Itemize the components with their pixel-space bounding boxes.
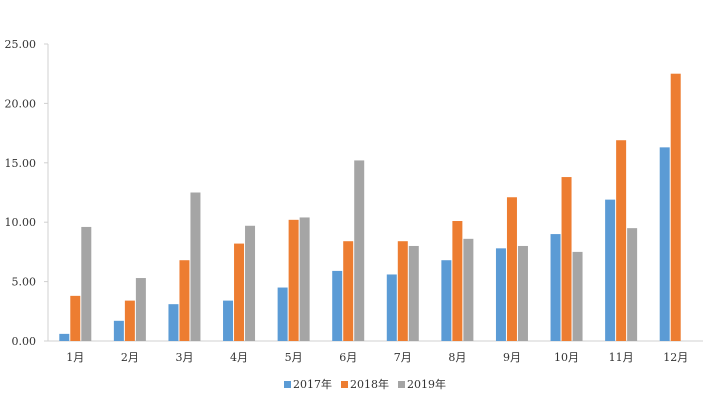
y-tick-label: 10.00 <box>5 216 37 229</box>
bar-2019年-5月 <box>299 217 310 341</box>
x-tick-label: 10月 <box>554 351 579 364</box>
bar-2018年-10月 <box>561 177 572 341</box>
bar-2018年-6月 <box>343 241 354 341</box>
bar-2017年-11月 <box>605 199 616 341</box>
bar-2019年-8月 <box>463 238 474 341</box>
bar-2017年-7月 <box>386 274 397 341</box>
bar-2017年-6月 <box>332 270 343 341</box>
y-tick-label: 5.00 <box>12 276 37 289</box>
bar-2017年-5月 <box>277 287 288 341</box>
x-tick-label: 7月 <box>394 351 412 364</box>
bars-group <box>59 73 681 341</box>
bar-2017年-9月 <box>495 248 506 341</box>
bar-2018年-9月 <box>506 197 517 341</box>
bar-2019年-6月 <box>354 160 365 341</box>
x-tick-label: 8月 <box>448 351 466 364</box>
bar-2017年-2月 <box>113 320 124 341</box>
bar-2018年-2月 <box>124 300 135 341</box>
bar-2019年-3月 <box>190 192 201 341</box>
bar-2017年-12月 <box>659 147 670 341</box>
x-tick-label: 9月 <box>503 351 521 364</box>
bar-2018年-4月 <box>234 243 245 341</box>
bar-2017年-8月 <box>441 260 452 341</box>
x-axis-labels: 1月 2月 3月 4月 5月 6月 7月 8月 9月 10月 11月 12月 <box>66 351 688 364</box>
y-tick-label: 20.00 <box>5 97 37 110</box>
bar-2017年-10月 <box>550 234 561 341</box>
bar-2019年-4月 <box>245 225 256 341</box>
y-axis-ticks: 0.00 5.00 10.00 15.00 20.00 25.00 <box>5 38 48 348</box>
bar-2019年-10月 <box>572 251 583 341</box>
legend-swatch <box>284 381 291 388</box>
bar-2018年-12月 <box>670 73 681 341</box>
bar-2017年-4月 <box>223 300 234 341</box>
bar-2017年-1月 <box>59 333 70 341</box>
bar-2018年-1月 <box>70 295 81 341</box>
bar-2017年-3月 <box>168 304 179 341</box>
bar-2019年-7月 <box>408 245 419 341</box>
bar-2019年-9月 <box>517 245 528 341</box>
legend-swatch <box>398 381 405 388</box>
x-tick-label: 2月 <box>121 351 139 364</box>
bar-2018年-8月 <box>452 221 463 341</box>
x-tick-label: 12月 <box>663 351 688 364</box>
legend-label: 2019年 <box>407 377 446 391</box>
x-tick-label: 6月 <box>339 351 357 364</box>
x-tick-label: 1月 <box>66 351 84 364</box>
bar-2018年-3月 <box>179 260 190 341</box>
legend-label: 2018年 <box>350 377 389 391</box>
legend-swatch <box>341 381 348 388</box>
x-tick-label: 4月 <box>230 351 248 364</box>
bar-2018年-7月 <box>397 241 408 341</box>
bar-2019年-11月 <box>627 228 638 341</box>
y-tick-label: 0.00 <box>12 335 37 348</box>
legend: 2017年 2018年 2019年 <box>284 377 446 391</box>
x-tick-label: 11月 <box>609 351 634 364</box>
y-tick-label: 15.00 <box>5 157 37 170</box>
bar-2019年-2月 <box>135 278 146 341</box>
x-tick-label: 3月 <box>175 351 193 364</box>
y-tick-label: 25.00 <box>5 38 37 51</box>
bar-2018年-5月 <box>288 219 299 341</box>
bar-2019年-1月 <box>81 226 92 341</box>
legend-label: 2017年 <box>293 377 332 391</box>
x-tick-label: 5月 <box>285 351 303 364</box>
bar-2018年-11月 <box>616 140 627 341</box>
